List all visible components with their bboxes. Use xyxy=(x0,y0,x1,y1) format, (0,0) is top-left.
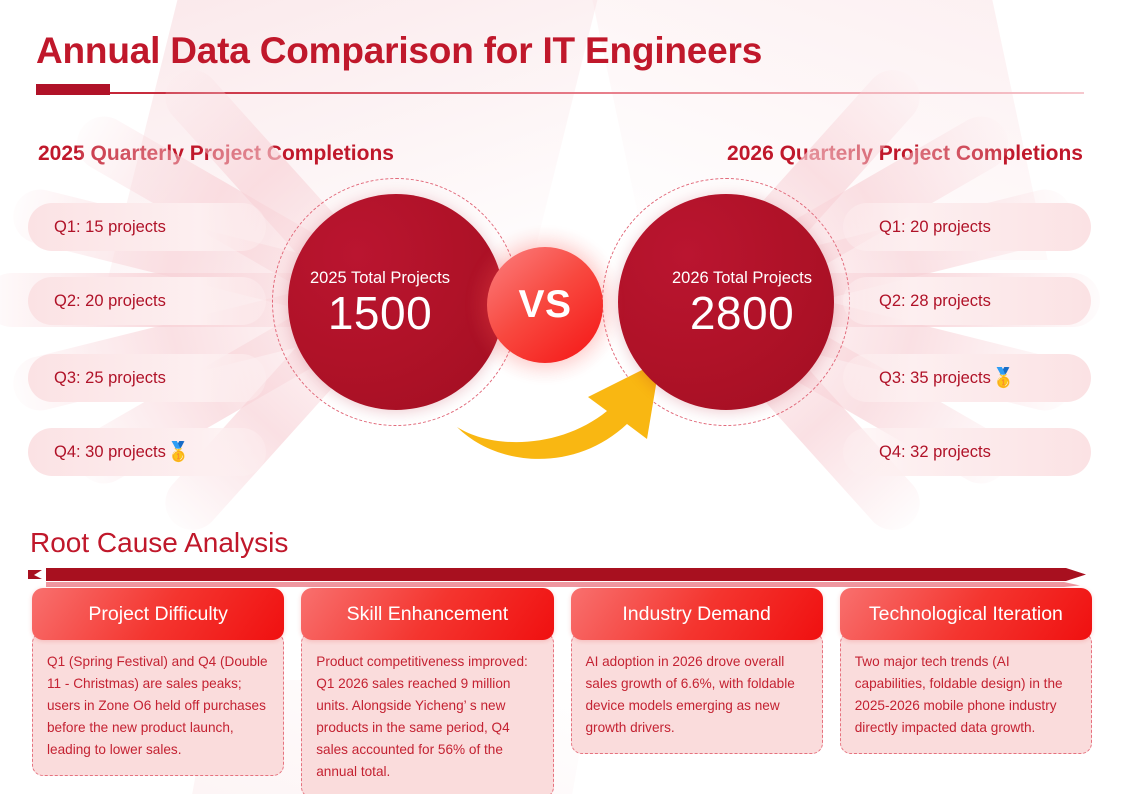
analysis-card-body: Two major tech trends (AI capabilities, … xyxy=(839,632,1092,755)
quarter-pill[interactable]: Q1: 20 projects xyxy=(843,203,1091,251)
quarter-pill[interactable]: Q2: 20 projects xyxy=(28,277,266,325)
analysis-card-body: AI adoption in 2026 drove overall sales … xyxy=(570,632,823,755)
quarter-pill-label: Q3: 25 projects xyxy=(54,368,166,387)
quarter-pill[interactable]: Q4: 32 projects xyxy=(843,428,1091,476)
quarter-pill-label: Q4: 30 projects xyxy=(54,442,166,461)
title-underline-accent xyxy=(36,84,110,95)
analysis-card-title: Industry Demand xyxy=(570,588,823,640)
left-column-heading: 2025 Quarterly Project Completions xyxy=(38,142,394,165)
vs-badge: VS xyxy=(487,247,603,363)
quarter-pill[interactable]: Q3: 25 projects xyxy=(28,354,266,402)
quarter-pill-label: Q2: 20 projects xyxy=(54,291,166,310)
analysis-card-title: Skill Enhancement xyxy=(301,588,554,640)
quarter-pill-label: Q2: 28 projects xyxy=(879,291,991,310)
total-value-2026: 2800 xyxy=(689,286,795,339)
analysis-card[interactable]: Technological Iteration Two major tech tr… xyxy=(839,588,1092,794)
analysis-card-body: Product competitiveness improved: Q1 202… xyxy=(301,632,554,794)
analysis-card-title: Project Difficulty xyxy=(32,588,285,640)
page-title: Annual Data Comparison for IT Engineers xyxy=(36,30,763,71)
right-column-heading: 2026 Quarterly Project Completions xyxy=(727,142,1083,165)
analysis-card-list: Project Difficulty Q1 (Spring Festival) a… xyxy=(32,588,1092,794)
analysis-card[interactable]: Skill Enhancement Product competitiveness… xyxy=(301,588,554,794)
quarter-pill-label: Q1: 20 projects xyxy=(879,217,991,236)
gold-medal-icon: 🥇 xyxy=(991,367,1016,389)
total-circle-2026: 2026 Total Projects 2800 xyxy=(618,194,834,410)
analysis-heading: Root Cause Analysis xyxy=(30,527,289,558)
analysis-banner xyxy=(28,566,1088,593)
analysis-card[interactable]: Project Difficulty Q1 (Spring Festival) a… xyxy=(32,588,285,794)
analysis-card[interactable]: Industry Demand AI adoption in 2026 drove… xyxy=(570,588,823,794)
quarter-pill-label: Q4: 32 projects xyxy=(879,442,991,461)
quarter-pill[interactable]: Q1: 15 projects xyxy=(28,203,266,251)
total-label-2025: 2025 Total Projects xyxy=(309,268,451,287)
total-circle-2025: 2025 Total Projects 1500 xyxy=(288,194,504,410)
quarter-pill[interactable]: Q2: 28 projects xyxy=(843,277,1091,325)
quarter-pill[interactable]: Q3: 35 projects 🥇 xyxy=(843,354,1091,402)
total-value-2025: 1500 xyxy=(327,286,433,339)
analysis-card-body: Q1 (Spring Festival) and Q4 (Double 11 -… xyxy=(32,632,285,777)
title-underline-thin xyxy=(36,92,1084,94)
analysis-card-title: Technological Iteration xyxy=(839,588,1092,640)
quarter-pill-label: Q1: 15 projects xyxy=(54,217,166,236)
quarter-pill-label: Q3: 35 projects xyxy=(879,368,991,387)
gold-medal-icon: 🥇 xyxy=(166,441,191,463)
total-label-2026: 2026 Total Projects xyxy=(671,268,813,287)
quarter-pill[interactable]: Q4: 30 projects 🥇 xyxy=(28,428,266,476)
